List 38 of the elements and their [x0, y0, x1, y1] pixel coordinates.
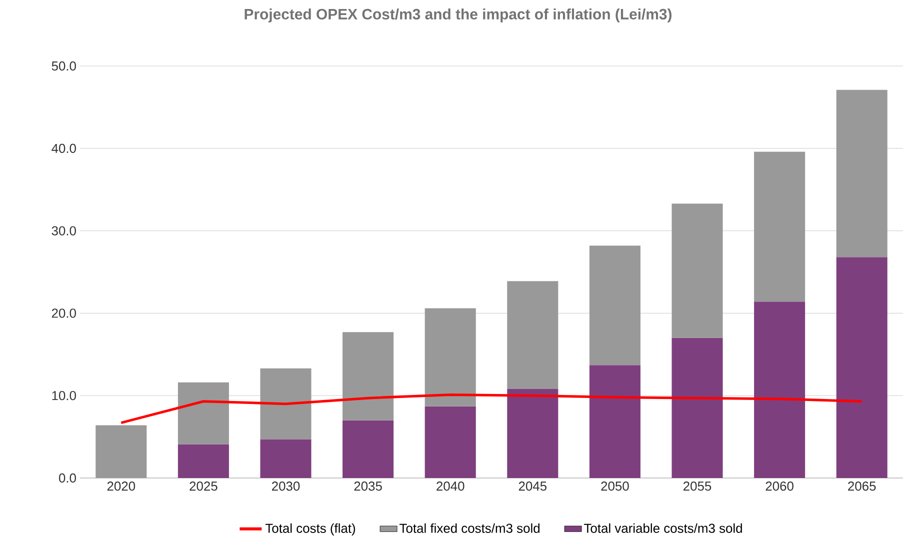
x-tick-label: 2050 [601, 482, 629, 491]
bar [589, 365, 640, 478]
y-tick-label: 20.0 [52, 308, 76, 318]
bar [507, 281, 558, 390]
legend-label: Total fixed costs/m3 sold [400, 523, 540, 533]
x-tick-label: 2065 [848, 482, 876, 491]
bar [342, 332, 394, 420]
bar [754, 152, 806, 302]
x-tick-label: 2020 [107, 482, 136, 491]
bar [672, 338, 723, 478]
bar [260, 368, 312, 440]
y-tick-label: 50.0 [52, 61, 76, 71]
y-tick-label: 10.0 [52, 391, 76, 400]
x-tick-label: 2060 [766, 482, 794, 491]
legend-label: Total variable costs/m3 sold [584, 523, 742, 533]
bar [178, 382, 229, 444]
x-tick-label: 2030 [272, 482, 300, 491]
legend-label: Total costs (flat) [265, 523, 356, 536]
bar [260, 439, 312, 478]
x-tick-label: 2045 [518, 482, 547, 491]
bar [342, 420, 394, 478]
bar [507, 389, 558, 478]
x-tick-label: 2035 [354, 482, 382, 491]
bar [672, 204, 723, 338]
y-tick-label: 0.0 [58, 473, 76, 483]
bar [836, 90, 888, 258]
y-tick-label: 30.0 [52, 226, 76, 236]
bar [754, 302, 806, 478]
bar [178, 444, 229, 478]
y-tick-label: 40.0 [52, 144, 76, 153]
x-tick-label: 2055 [684, 482, 712, 491]
x-tick-label: 2025 [190, 482, 218, 491]
bar [589, 246, 640, 366]
x-tick-label: 2040 [436, 482, 464, 491]
bar [424, 308, 476, 406]
bar [424, 406, 476, 478]
bar [836, 257, 888, 478]
chart-title: Projected OPEX Cost/m3 and the impact of inflation (Lei/m3) [244, 8, 672, 22]
